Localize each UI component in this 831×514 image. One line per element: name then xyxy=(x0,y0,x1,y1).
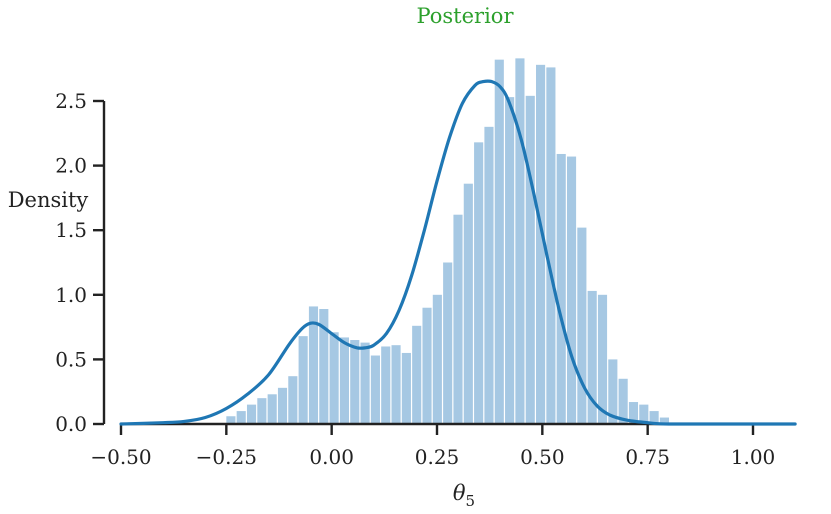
histogram-bar xyxy=(474,142,484,424)
histogram-bar xyxy=(556,153,566,425)
x-axis: −0.50 −0.25 0.00 0.25 0.50 0.75 1.00 xyxy=(90,422,776,469)
histogram-bar xyxy=(608,359,618,424)
histogram-bar xyxy=(350,340,360,424)
y-tick-label: 0.5 xyxy=(55,347,87,371)
histogram-bar xyxy=(401,352,411,424)
x-axis-label: θ5 xyxy=(453,481,475,510)
kde-curve xyxy=(119,79,797,426)
x-tick-label: 1.00 xyxy=(731,445,776,469)
histogram-bar xyxy=(277,387,288,424)
histogram-bar xyxy=(422,307,432,424)
histogram-bar xyxy=(515,58,525,424)
x-tick-label: −0.25 xyxy=(196,445,257,469)
histogram-bar xyxy=(536,64,546,424)
y-tick-label: 1.0 xyxy=(55,283,87,307)
histogram-bar xyxy=(308,306,319,424)
histogram-bar xyxy=(360,342,370,424)
y-tick-label: 2.0 xyxy=(55,154,87,178)
x-tick-label: 0.75 xyxy=(625,445,670,469)
histogram-bar xyxy=(412,325,422,424)
histogram-bar xyxy=(381,346,391,424)
histogram-bar xyxy=(391,345,401,424)
histogram-bar xyxy=(288,376,298,424)
histogram-bar xyxy=(628,402,639,424)
histogram-bar xyxy=(505,97,515,425)
y-tick-label: 0.0 xyxy=(55,412,87,436)
histogram-bar xyxy=(597,294,608,424)
y-axis-label: Density xyxy=(8,188,89,212)
histogram-bar xyxy=(566,156,577,424)
y-tick-label: 2.5 xyxy=(55,89,87,113)
histogram-bar xyxy=(339,337,350,424)
histogram-bar xyxy=(463,183,473,424)
x-axis-label-symbol: θ xyxy=(453,481,466,505)
histogram-bar xyxy=(370,355,380,424)
histogram-bar xyxy=(546,67,556,425)
histogram-bar xyxy=(649,411,659,424)
histogram-bar xyxy=(494,59,504,424)
histogram-bar xyxy=(298,336,308,424)
y-axis: 0.0 0.5 1.0 1.5 2.0 2.5 xyxy=(55,89,106,436)
histogram-bar xyxy=(319,309,329,424)
x-axis-label-subscript: 5 xyxy=(466,492,476,510)
x-tick-label: 0.25 xyxy=(415,445,460,469)
histogram-bar xyxy=(484,126,494,424)
histogram-bar xyxy=(226,416,236,424)
histogram-bars xyxy=(226,58,670,425)
x-tick-label: −0.50 xyxy=(90,445,151,469)
histogram-bar xyxy=(236,411,246,424)
histogram-bar xyxy=(267,394,277,424)
histogram-bar xyxy=(432,294,442,424)
chart-title: Posterior xyxy=(416,4,514,28)
histogram-bar xyxy=(659,417,670,424)
histogram-bar xyxy=(525,95,535,424)
histogram-bar xyxy=(587,290,597,424)
histogram-bar xyxy=(443,262,453,424)
histogram-bar xyxy=(329,332,339,424)
y-tick-label: 1.5 xyxy=(55,218,87,242)
histogram-bar xyxy=(246,404,257,424)
histogram-bar xyxy=(577,227,587,424)
x-tick-label: 0.00 xyxy=(309,445,354,469)
histogram-bar xyxy=(618,378,628,424)
histogram-bar xyxy=(639,404,649,424)
histogram-bar xyxy=(257,398,267,424)
x-tick-label: 0.50 xyxy=(520,445,565,469)
histogram-bar xyxy=(453,214,463,424)
